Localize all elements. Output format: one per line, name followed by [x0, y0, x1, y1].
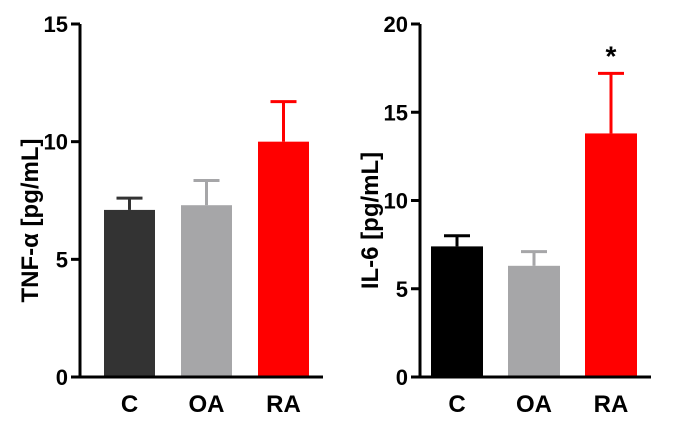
y-tick-label: 0: [56, 365, 68, 390]
bar-c: [431, 246, 483, 377]
y-tick-label: 20: [384, 12, 408, 37]
y-tick-label: 10: [44, 130, 68, 155]
category-label-oa: OA: [189, 391, 225, 418]
category-label-ra: RA: [594, 391, 629, 418]
y-tick-label: 0: [396, 365, 408, 390]
category-label-c: C: [448, 391, 465, 418]
y-tick-label: 10: [384, 189, 408, 214]
category-label-ra: RA: [266, 391, 301, 418]
y-tick-label: 5: [396, 277, 408, 302]
chart-panel-1: C OA RA 0 5 10 15 TNF-α [pg/mL]: [17, 12, 323, 418]
y-axis-title: IL-6 [pg/mL]: [357, 152, 384, 289]
y-tick-label: 5: [56, 247, 68, 272]
y-tick-label: 15: [44, 12, 68, 37]
bar-ra: [258, 141, 309, 377]
y-axis-title: TNF-α [pg/mL]: [17, 138, 44, 302]
chart-panel-2: C OA RA * 0 5 10 15 20 IL-6 [pg/mL]: [357, 12, 651, 418]
bar-oa: [508, 265, 560, 377]
category-label-c: C: [121, 391, 138, 418]
bar-oa: [181, 205, 232, 377]
significance-marker: *: [606, 40, 617, 71]
bar-ra: [585, 133, 637, 377]
bar-c: [104, 209, 155, 377]
y-tick-label: 15: [384, 100, 408, 125]
category-label-oa: OA: [516, 391, 552, 418]
